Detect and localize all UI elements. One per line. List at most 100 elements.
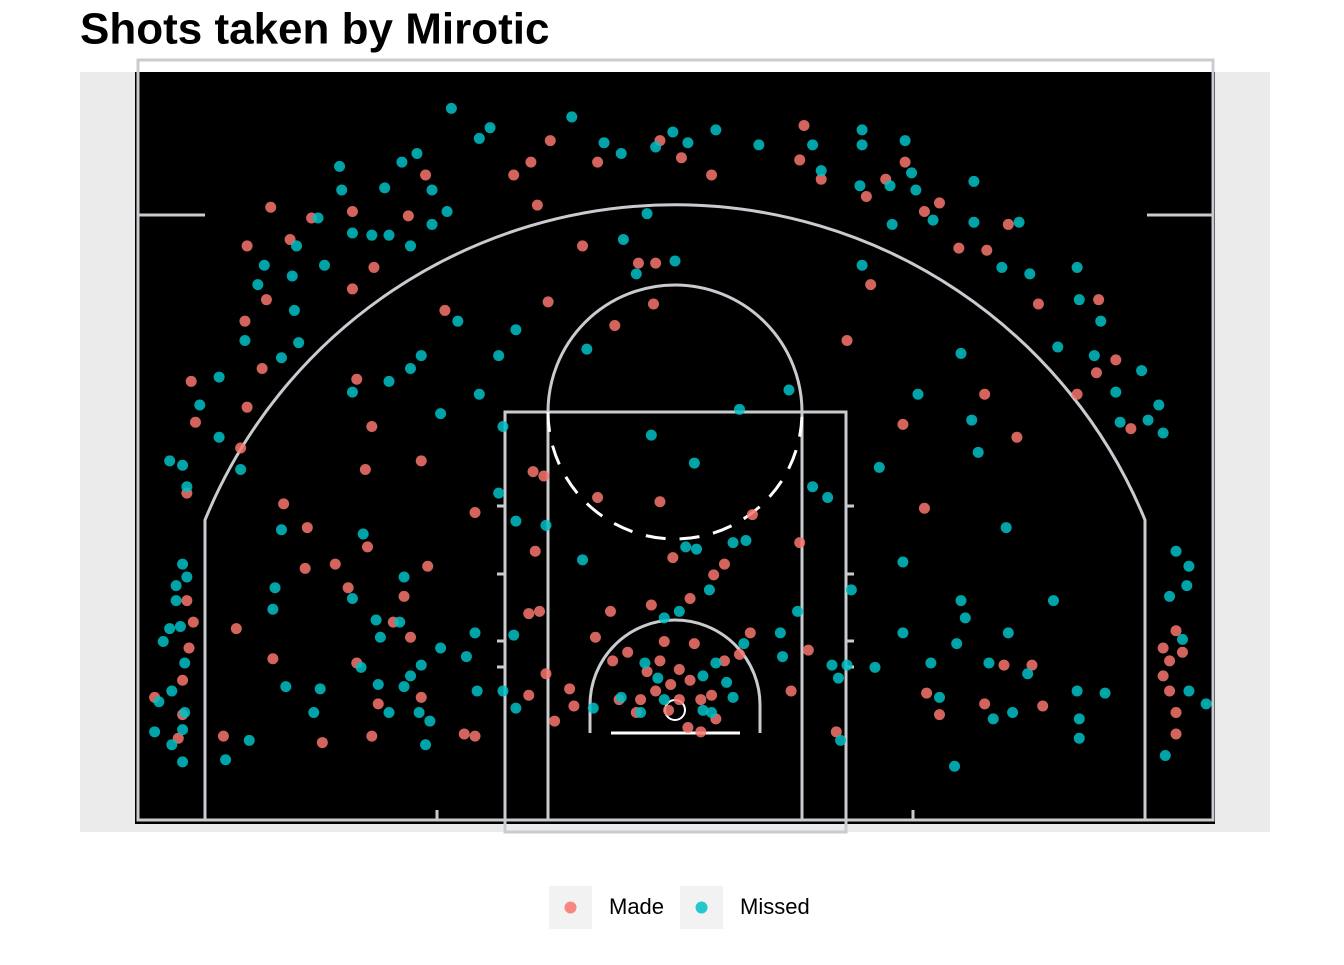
shot-point: [673, 605, 685, 617]
shot-point: [265, 201, 277, 213]
shot-point: [921, 687, 933, 699]
shot-point: [346, 227, 358, 239]
shot-point: [1181, 580, 1193, 592]
shot-point: [1095, 315, 1107, 327]
shot-point: [899, 135, 911, 147]
shot-point: [697, 704, 709, 716]
shot-point: [473, 132, 485, 144]
shot-point: [650, 141, 662, 153]
shot-point: [615, 691, 627, 703]
shot-point: [841, 335, 853, 347]
shot-point: [1071, 261, 1083, 273]
shot-point: [405, 670, 417, 682]
shot-point: [650, 257, 662, 269]
shot-point: [299, 562, 311, 574]
shot-point: [1176, 646, 1188, 658]
shot-point: [394, 616, 406, 628]
shot-point: [372, 679, 384, 691]
shot-point: [473, 388, 485, 400]
shot-point: [1037, 700, 1049, 712]
shot-point: [308, 706, 320, 718]
shot-point: [405, 240, 417, 252]
legend-swatch: [695, 901, 708, 914]
shot-point: [721, 676, 733, 688]
shot-point: [471, 685, 483, 697]
shot-point: [703, 584, 715, 596]
shot-point: [1047, 595, 1059, 607]
shot-point: [998, 659, 1010, 671]
shot-point: [252, 279, 264, 291]
shot-point: [910, 184, 922, 196]
shot-point: [383, 706, 395, 718]
shot-point: [469, 627, 481, 639]
shot-point: [1170, 625, 1182, 637]
shot-point: [1088, 350, 1100, 362]
shot-point: [615, 147, 627, 159]
shot-point: [342, 582, 354, 594]
shot-point: [379, 182, 391, 194]
shot-point: [181, 481, 193, 493]
shot-point: [383, 375, 395, 387]
shot-point: [540, 668, 552, 680]
shot-point: [1176, 633, 1188, 645]
shot-point: [727, 691, 739, 703]
shot-point: [316, 737, 328, 749]
shot-point: [815, 165, 827, 177]
shot-point: [1073, 732, 1085, 744]
legend-label: Missed: [740, 894, 810, 919]
shot-point: [641, 208, 653, 220]
shot-point: [243, 734, 255, 746]
shot-point: [1125, 423, 1137, 435]
shot-point: [179, 657, 191, 669]
shot-point: [346, 283, 358, 295]
shot-point: [695, 726, 707, 738]
chart-title: Shots taken by Mirotic: [80, 5, 549, 54]
shot-point: [684, 593, 696, 605]
shot-point: [897, 627, 909, 639]
shot-point: [1013, 216, 1025, 228]
shot-point: [258, 259, 270, 271]
shot-point: [966, 414, 978, 426]
shot-point: [346, 386, 358, 398]
shot-point: [1002, 627, 1014, 639]
shot-point: [918, 206, 930, 218]
shot-point: [996, 261, 1008, 273]
shot-point: [906, 167, 918, 179]
shot-point: [355, 661, 367, 673]
shot-point: [396, 156, 408, 168]
shot-point: [785, 685, 797, 697]
shot-point: [445, 102, 457, 114]
shot-point: [314, 683, 326, 695]
shot-point: [1022, 668, 1034, 680]
shot-point: [987, 713, 999, 725]
shot-point: [912, 388, 924, 400]
shot-point: [925, 657, 937, 669]
shot-point: [183, 642, 195, 654]
shot-point: [783, 384, 795, 396]
shot-point: [370, 614, 382, 626]
shot-point: [706, 169, 718, 181]
shot-point: [366, 229, 378, 241]
shot-point: [746, 509, 758, 521]
shot-point: [632, 257, 644, 269]
shot-point: [564, 683, 576, 695]
shot-point: [508, 169, 520, 181]
shot-point: [630, 268, 642, 280]
shot-point: [832, 672, 844, 684]
shot-point: [802, 644, 814, 656]
shot-point: [469, 507, 481, 519]
shot-point: [1164, 590, 1176, 602]
shot-point: [542, 296, 554, 308]
shot-point: [351, 373, 363, 385]
shot-point: [366, 730, 378, 742]
shot-point: [177, 459, 189, 471]
shot-point: [291, 240, 303, 252]
shot-point: [854, 180, 866, 192]
shot-point: [1159, 749, 1171, 761]
shot-point: [639, 657, 651, 669]
shot-point: [979, 388, 991, 400]
shot-point: [239, 335, 251, 347]
shot-point: [1170, 706, 1182, 718]
shot-point: [654, 496, 666, 508]
